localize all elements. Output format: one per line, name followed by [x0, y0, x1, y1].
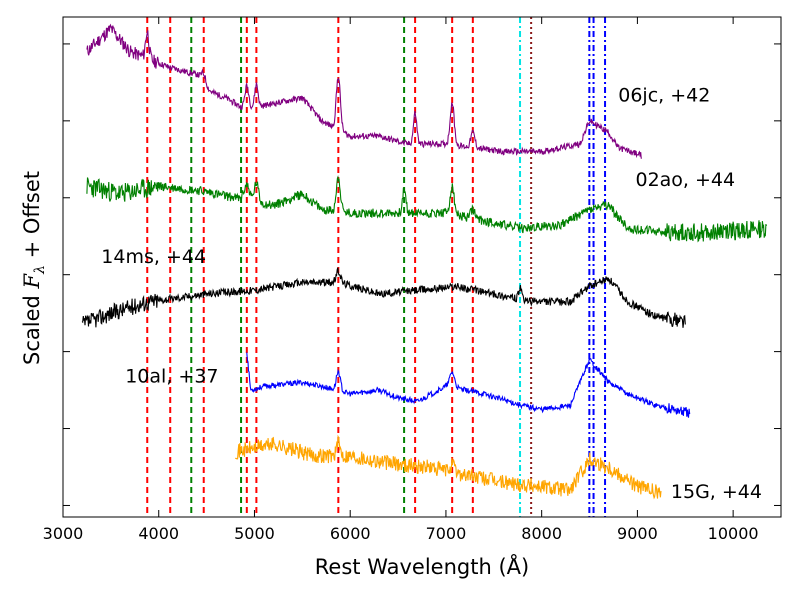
y-axis-label: Scaled Fλ + Offset [20, 171, 48, 365]
x-tick-label: 10000 [708, 524, 759, 543]
x-tick-label: 6000 [330, 524, 371, 543]
spectra-series [81, 23, 767, 500]
series-labels: 06jc, +42 02ao, +44 14ms, +44 10al, +37 15G,… [101, 85, 762, 503]
series-label: 15G, +44 [671, 481, 762, 503]
x-tick-label: 3000 [43, 524, 84, 543]
series-label: 06jc, +42 [618, 85, 710, 107]
plot-frame [62, 16, 782, 518]
x-tick-label: 5000 [234, 524, 275, 543]
spectrum-line [86, 23, 642, 159]
x-axis-ticks: 3000 4000 5000 6000 7000 8000 9000 10000 [43, 17, 759, 543]
series-label: 10al, +37 [125, 365, 218, 387]
x-tick-label: 7000 [426, 524, 467, 543]
spectrum-line [81, 267, 686, 328]
y-axis-ticks [63, 43, 781, 506]
x-tick-label: 8000 [521, 524, 562, 543]
series-label: 14ms, +44 [101, 246, 206, 268]
spectrum-line [234, 434, 662, 500]
spectrum-line [86, 175, 767, 243]
x-axis-label: Rest Wavelength (Å) [315, 553, 529, 579]
x-tick-label: 4000 [138, 524, 179, 543]
series-label: 02ao, +44 [635, 169, 735, 191]
x-tick-label: 9000 [617, 524, 658, 543]
spectrum-line [246, 352, 691, 418]
reference-lines [146, 17, 607, 517]
